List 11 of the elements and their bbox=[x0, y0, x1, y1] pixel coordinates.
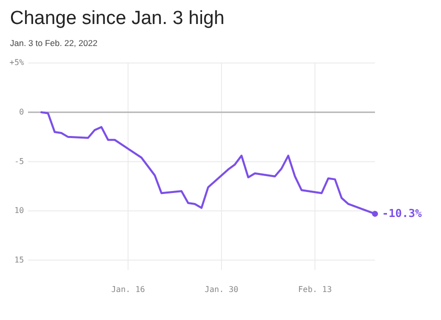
x-tick-label: Feb. 13 bbox=[298, 285, 332, 294]
y-tick-label: -5 bbox=[14, 156, 24, 166]
y-tick-label: 10 bbox=[14, 206, 24, 216]
y-tick-label: 0 bbox=[19, 107, 24, 116]
y-tick-label: +5% bbox=[10, 58, 24, 68]
chart-title: Change since Jan. 3 high bbox=[10, 8, 224, 29]
y-tick-label: 15 bbox=[14, 255, 24, 264]
annotation: -10.3% bbox=[382, 206, 422, 220]
x-tick-label: Jan. 16 bbox=[111, 285, 146, 294]
chart-subtitle: Jan. 3 to Feb. 22, 2022 bbox=[10, 38, 98, 48]
x-tick-label: Jan. 30 bbox=[204, 285, 239, 294]
